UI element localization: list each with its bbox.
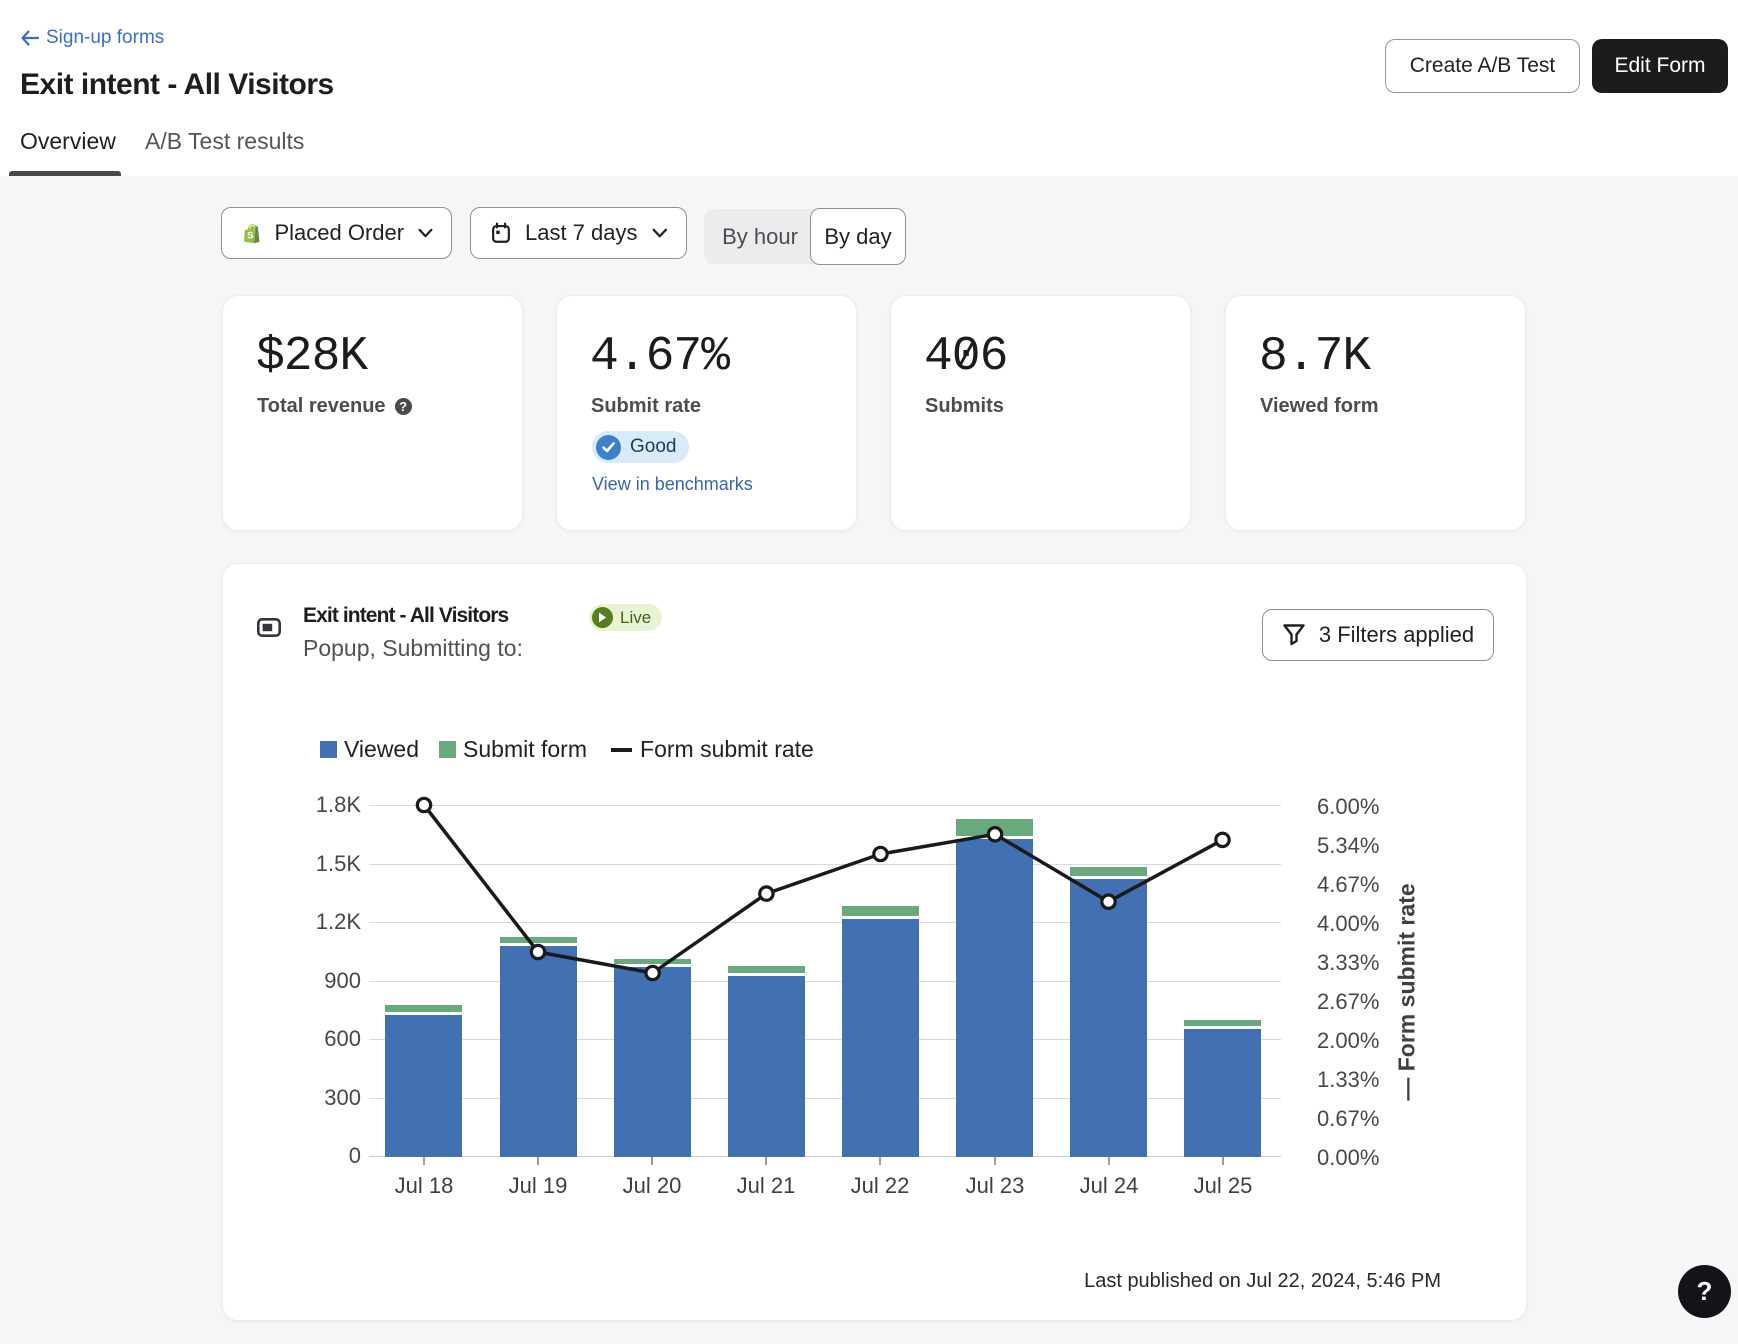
svg-text:S: S <box>247 229 254 240</box>
